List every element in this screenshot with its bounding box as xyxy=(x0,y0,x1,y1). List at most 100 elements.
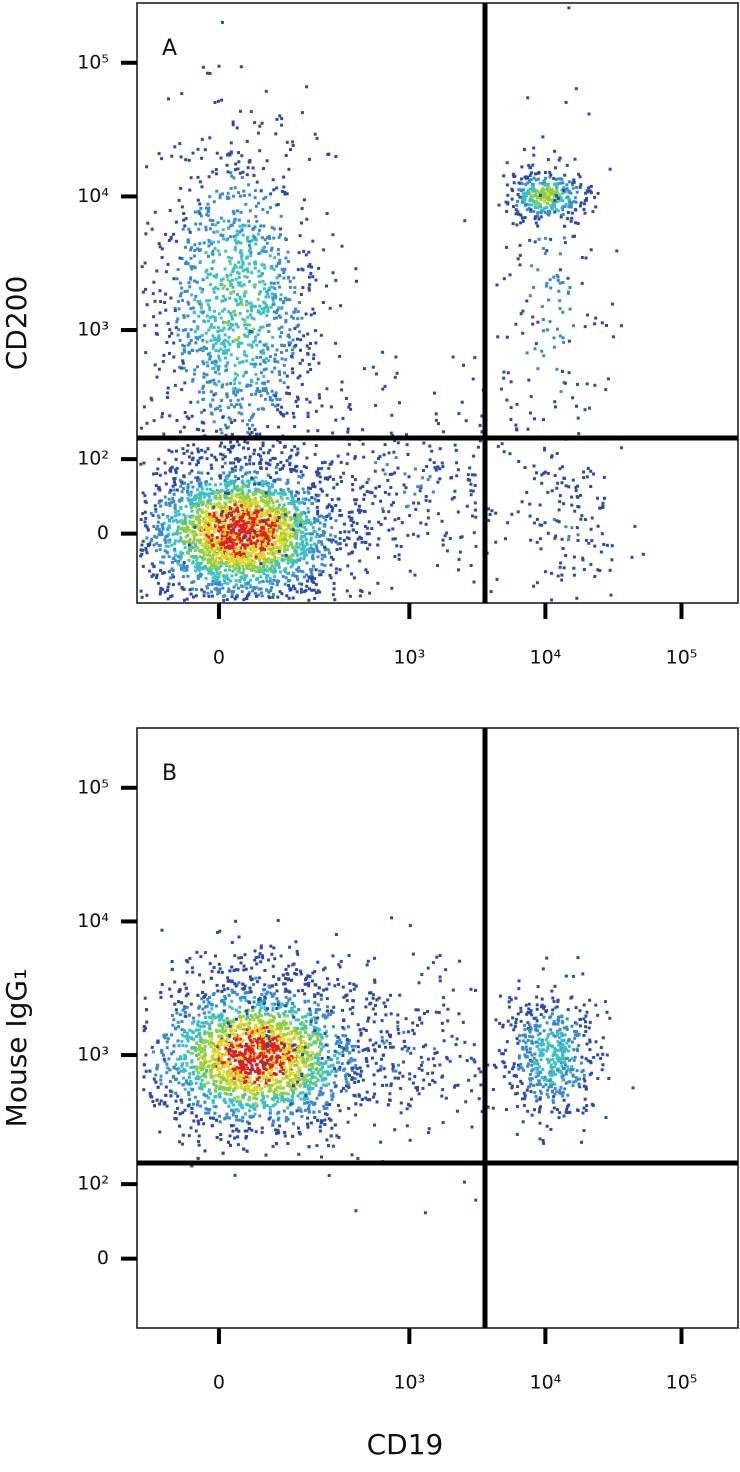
event-dot xyxy=(241,229,244,232)
event-dot xyxy=(218,521,221,524)
event-dot xyxy=(281,190,284,193)
event-dot xyxy=(240,258,243,261)
event-dot xyxy=(252,545,255,548)
event-dot xyxy=(204,526,207,529)
event-dot xyxy=(292,276,295,279)
event-dot xyxy=(152,292,155,295)
event-dot xyxy=(449,537,452,540)
event-dot xyxy=(642,553,645,556)
event-dot xyxy=(309,532,312,535)
event-dot xyxy=(290,502,293,505)
event-dot xyxy=(181,344,184,347)
event-dot xyxy=(252,462,255,465)
event-dot xyxy=(457,468,460,471)
event-dot xyxy=(238,443,241,446)
event-dot xyxy=(213,200,216,203)
event-dot xyxy=(557,279,560,282)
event-dot xyxy=(262,527,265,530)
event-dot xyxy=(288,392,291,395)
event-dot xyxy=(207,320,210,323)
event-dot xyxy=(333,582,336,585)
event-dot xyxy=(287,562,290,565)
event-dot xyxy=(279,233,282,236)
event-dot xyxy=(517,193,520,196)
event-dot xyxy=(208,299,211,302)
event-dot xyxy=(206,553,209,556)
event-dot xyxy=(523,148,526,151)
event-dot xyxy=(238,525,241,528)
event-dot xyxy=(224,455,227,458)
event-dot xyxy=(201,500,204,503)
event-dot xyxy=(248,528,251,531)
event-dot xyxy=(313,589,316,592)
event-dot xyxy=(175,471,178,474)
event-dot xyxy=(262,442,265,445)
event-dot xyxy=(315,544,318,547)
event-dot xyxy=(180,497,183,500)
event-dot xyxy=(291,495,294,498)
event-dot xyxy=(266,242,269,245)
event-dot xyxy=(230,323,233,326)
event-dot xyxy=(301,383,304,386)
event-dot xyxy=(547,299,550,302)
event-dot xyxy=(245,463,248,466)
event-dot xyxy=(253,520,256,523)
event-dot xyxy=(590,185,593,188)
event-dot xyxy=(473,531,476,534)
event-dot xyxy=(382,510,385,513)
event-dot xyxy=(279,488,282,491)
event-dot xyxy=(207,447,210,450)
event-dot xyxy=(279,307,282,310)
event-dot xyxy=(260,189,263,192)
event-dot xyxy=(391,527,394,530)
event-dot xyxy=(143,462,146,465)
event-dot xyxy=(303,535,306,538)
event-dot xyxy=(414,508,417,511)
event-dot xyxy=(316,474,319,477)
event-dot xyxy=(203,594,206,597)
event-dot xyxy=(211,413,214,416)
event-dot xyxy=(559,268,562,271)
event-dot xyxy=(285,257,288,260)
event-dot xyxy=(563,566,566,569)
event-dot xyxy=(169,297,172,300)
event-dot xyxy=(305,253,308,256)
x-tick-label: 0 xyxy=(213,647,225,669)
panel-label: A xyxy=(162,36,177,61)
event-dot xyxy=(435,419,438,422)
event-dot xyxy=(566,217,569,220)
event-dot xyxy=(265,467,268,470)
event-dot xyxy=(194,211,197,214)
event-dot xyxy=(246,267,249,270)
event-dot xyxy=(173,480,176,483)
event-dot xyxy=(254,339,257,342)
event-dot xyxy=(257,566,260,569)
event-dot xyxy=(570,206,573,209)
event-dot xyxy=(291,545,294,548)
event-dot xyxy=(537,172,540,175)
event-dot xyxy=(282,271,285,274)
event-dot xyxy=(236,374,239,377)
event-dot xyxy=(506,336,509,339)
event-dot xyxy=(253,174,256,177)
event-dot xyxy=(212,506,215,509)
event-dot xyxy=(298,582,301,585)
event-dot xyxy=(155,270,158,273)
event-dot xyxy=(429,458,432,461)
event-dot xyxy=(188,342,191,345)
event-dot xyxy=(162,433,165,436)
event-dot xyxy=(516,210,519,213)
event-dot xyxy=(259,529,262,532)
event-dot xyxy=(182,575,185,578)
event-dot xyxy=(339,531,342,534)
event-dot xyxy=(283,364,286,367)
event-dot xyxy=(570,202,573,205)
event-dot xyxy=(173,548,176,551)
event-dot xyxy=(262,493,265,496)
event-dot xyxy=(321,570,324,573)
y-tick-label: 10⁴ xyxy=(77,185,109,207)
event-dot xyxy=(529,208,532,211)
event-dot xyxy=(504,537,507,540)
event-dot xyxy=(307,412,310,415)
event-dot xyxy=(437,512,440,515)
